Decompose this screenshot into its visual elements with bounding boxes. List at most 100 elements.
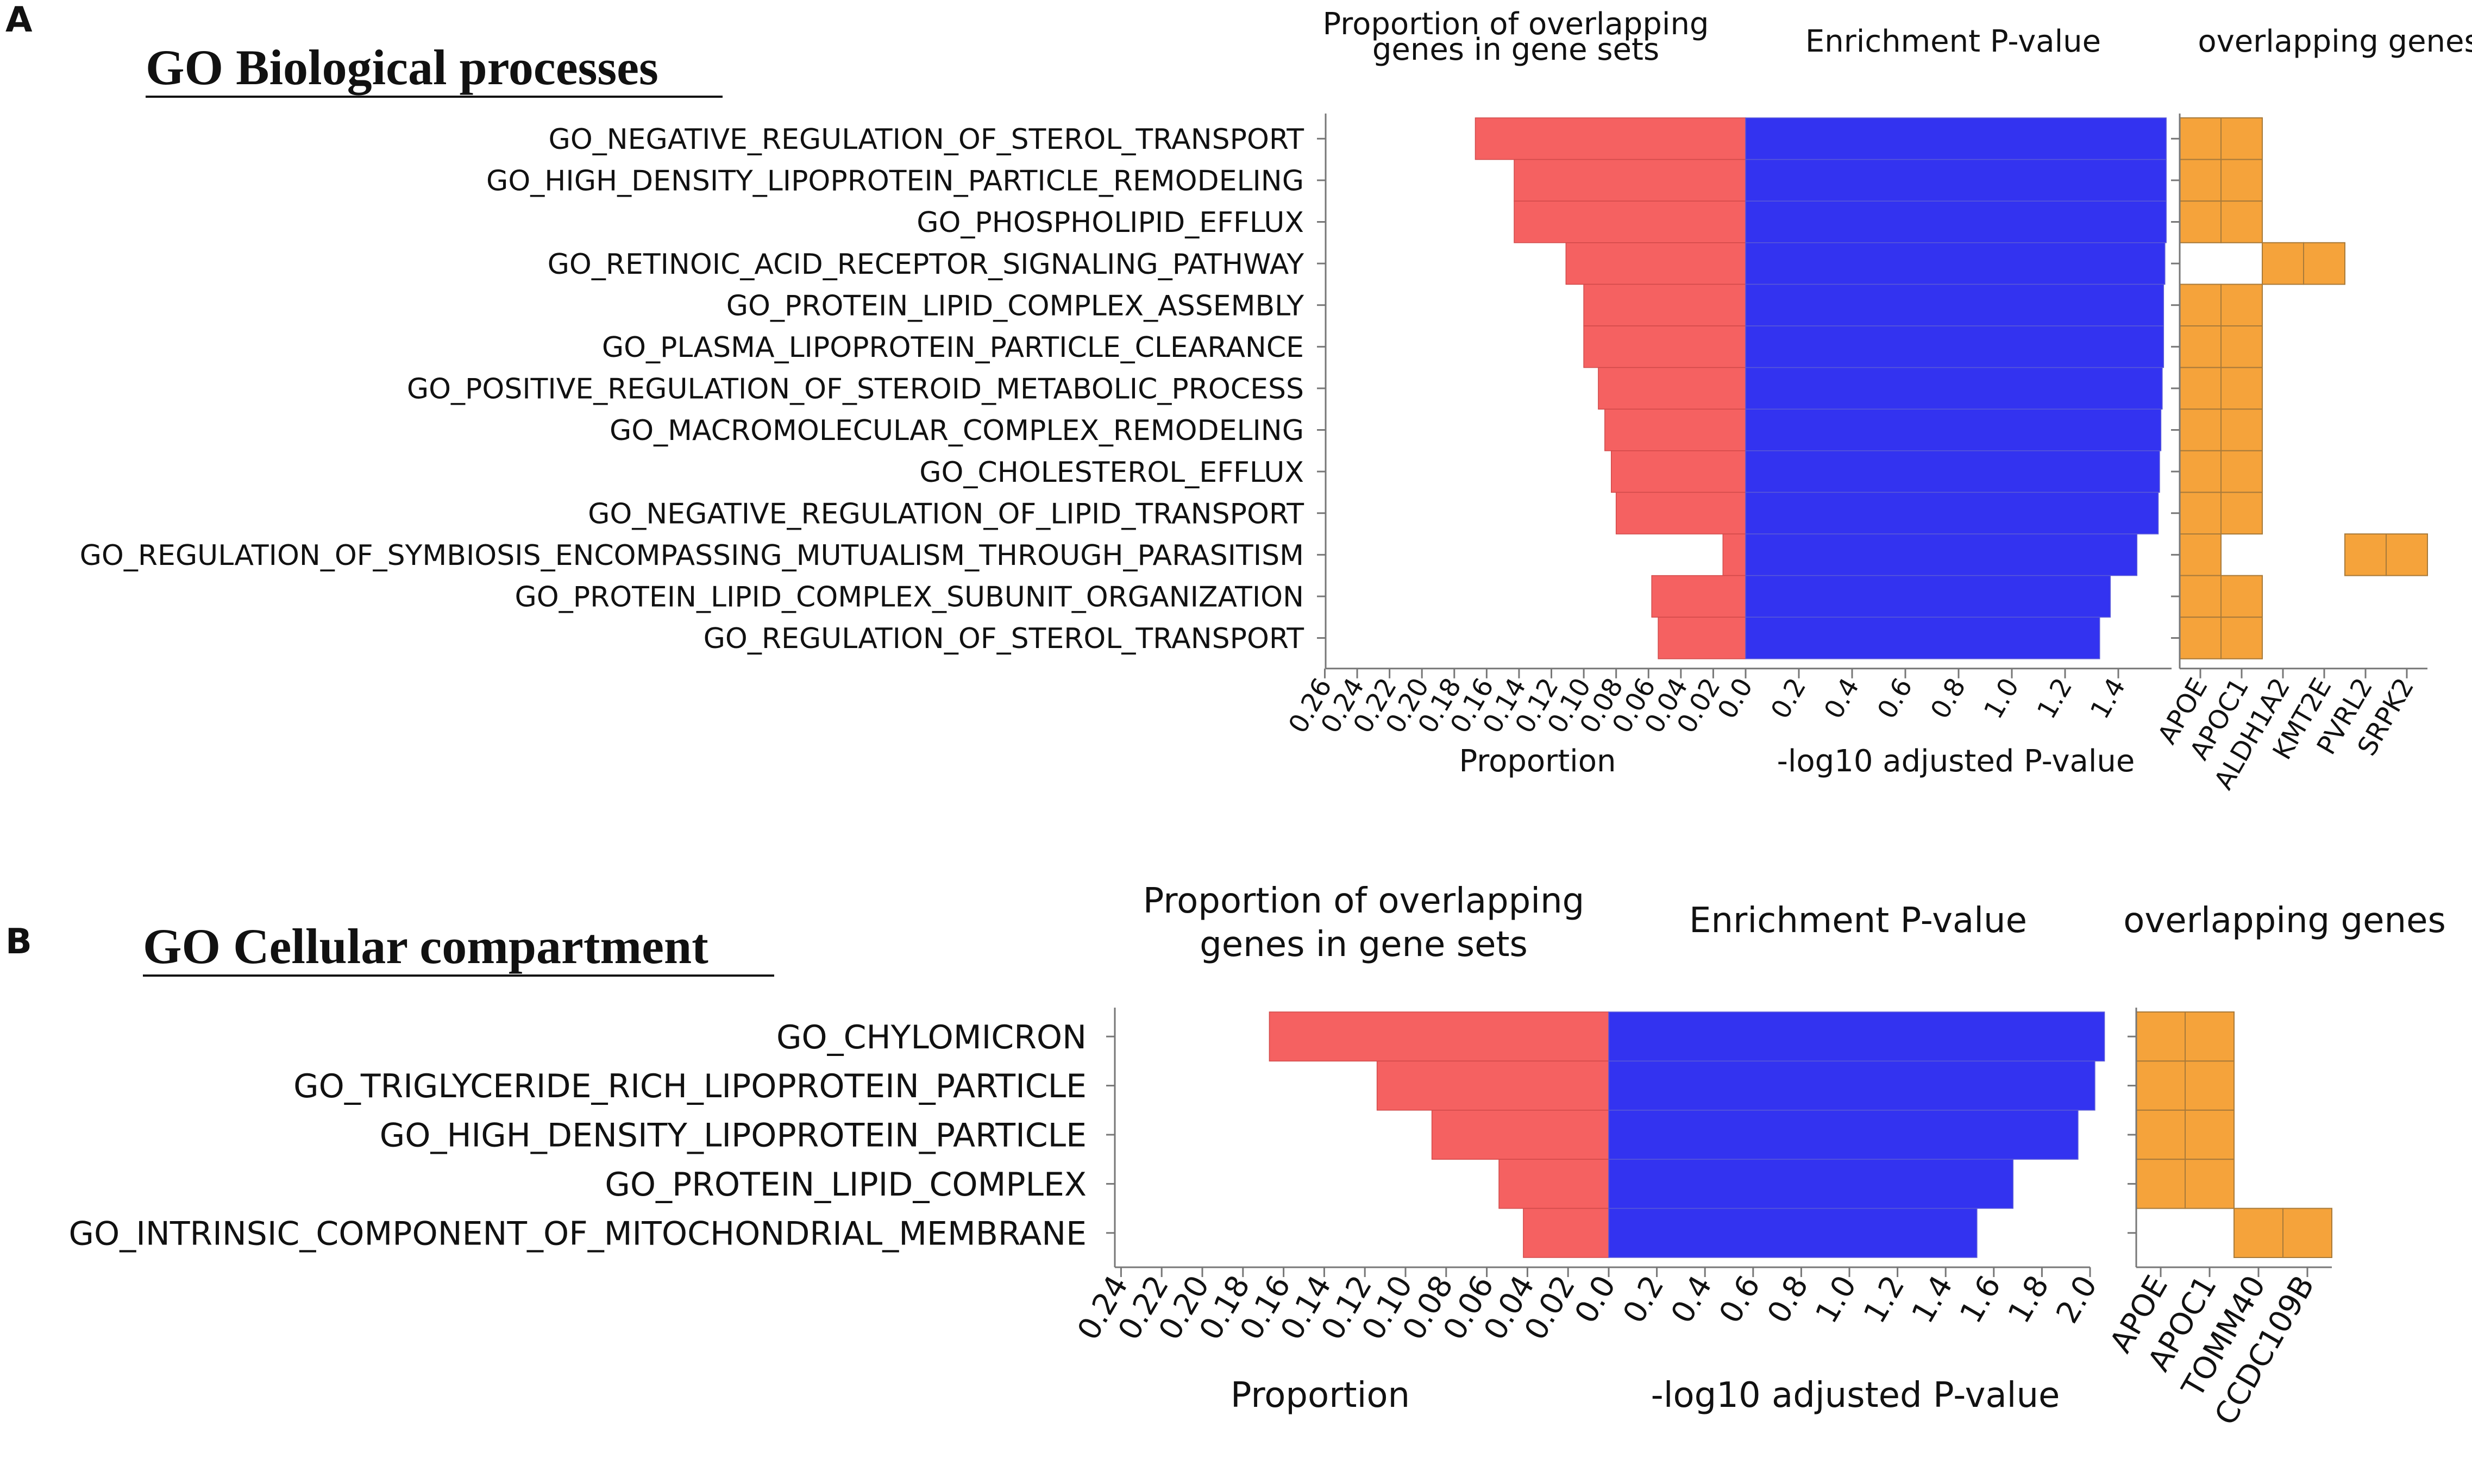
proportion-bar (1583, 284, 1746, 326)
proportion-axis-title: Proportion (1231, 1375, 1410, 1416)
gene-cell (2179, 200, 2222, 243)
gene-cell (2179, 284, 2222, 327)
pvalue-bar (1745, 117, 2167, 160)
gene-cell (2136, 1109, 2186, 1160)
gene-cell (2220, 200, 2263, 243)
gene-cell (2220, 367, 2263, 410)
panel-b-letter: B (5, 922, 32, 962)
pvalue-tick-label: 0.0 (1568, 1270, 1623, 1330)
pvalue-header: Enrichment P-value (1805, 24, 2101, 59)
gene-cell (2220, 450, 2263, 493)
panel-b-heading: GO Cellular compartment (143, 919, 708, 974)
proportion-header-line1: Proportion of overlapping (1143, 881, 1585, 921)
pvalue-bar (1745, 575, 2111, 618)
category-label: GO_PROTEIN_LIPID_COMPLEX_SUBUNIT_ORGANIZ… (515, 581, 1304, 614)
gene-cell (2179, 450, 2222, 493)
pvalue-header: Enrichment P-value (1689, 901, 2027, 941)
gene-cell (2136, 1011, 2186, 1062)
panel-a-heading: GO Biological processes (146, 40, 658, 95)
pvalue-tick-label: 0.6 (1712, 1270, 1767, 1330)
pvalue-tick-label: 0.2 (1765, 673, 1812, 724)
gene-cell (2185, 1109, 2235, 1160)
proportion-bar (1658, 617, 1746, 659)
pvalue-tick-label: 1.2 (2031, 673, 2079, 724)
category-label: GO_REGULATION_OF_SYMBIOSIS_ENCOMPASSING_… (80, 539, 1304, 572)
category-label: GO_HIGH_DENSITY_LIPOPROTEIN_PARTICLE_REM… (486, 165, 1304, 198)
pvalue-tick-label: 0.4 (1818, 673, 1866, 724)
gene-cell (2220, 617, 2263, 659)
gene-cell (2220, 284, 2263, 327)
gene-cell (2179, 117, 2222, 160)
proportion-bar (1498, 1159, 1609, 1209)
category-label: GO_NEGATIVE_REGULATION_OF_LIPID_TRANSPOR… (588, 498, 1304, 530)
pvalue-bar (1745, 200, 2167, 243)
pvalue-tick-label: 0.8 (1761, 1270, 1816, 1330)
panel-a-letter: A (5, 0, 33, 40)
pvalue-tick-label: 0.2 (1616, 1270, 1671, 1330)
gene-cell (2179, 492, 2222, 535)
gene-cell (2185, 1011, 2235, 1062)
gene-cell (2233, 1208, 2283, 1259)
category-label: GO_REGULATION_OF_STEROL_TRANSPORT (704, 622, 1304, 655)
proportion-bar (1376, 1060, 1609, 1111)
pvalue-tick-label: 1.6 (1953, 1270, 2008, 1330)
proportion-bar (1523, 1208, 1609, 1258)
pvalue-axis-title: -log10 adjusted P-value (1651, 1375, 2060, 1416)
gene-cell (2303, 242, 2345, 285)
pvalue-tick-label: 2.0 (2049, 1270, 2104, 1330)
pvalue-tick-label: 0.6 (1872, 673, 1919, 724)
pvalue-tick-label: 1.0 (1809, 1270, 1864, 1330)
gene-cell (2136, 1159, 2186, 1209)
category-label: GO_MACROMOLECULAR_COMPLEX_REMODELING (610, 414, 1304, 447)
pvalue-bar (1608, 1208, 1978, 1258)
category-label: GO_PHOSPHOLIPID_EFFLUX (917, 206, 1304, 239)
gene-cell (2179, 408, 2222, 451)
proportion-bar (1431, 1110, 1609, 1160)
proportion-header-line1: Proportion of overlapping (1323, 7, 1709, 42)
gene-cell (2185, 1060, 2235, 1111)
pvalue-tick-label: 1.4 (1905, 1270, 1960, 1330)
category-label: GO_TRIGLYCERIDE_RICH_LIPOPROTEIN_PARTICL… (293, 1067, 1087, 1105)
pvalue-tick-label: 0.0 (1712, 673, 1759, 724)
category-label: GO_CHOLESTEROL_EFFLUX (919, 456, 1304, 489)
category-label: GO_HIGH_DENSITY_LIPOPROTEIN_PARTICLE (380, 1117, 1087, 1155)
proportion-bar (1514, 159, 1746, 202)
proportion-header-line2: genes in gene sets (1372, 32, 1659, 67)
pvalue-bar (1745, 159, 2167, 202)
gene-cell (2179, 325, 2222, 368)
pvalue-bar (1608, 1011, 2105, 1062)
gene-cell (2179, 159, 2222, 202)
category-label: GO_PROTEIN_LIPID_COMPLEX (605, 1166, 1087, 1204)
pvalue-bar (1745, 617, 2100, 659)
proportion-bar (1269, 1011, 1609, 1062)
pvalue-axis-title: -log10 adjusted P-value (1777, 744, 2135, 779)
gene-cell (2220, 325, 2263, 368)
pvalue-tick-label: 1.2 (1857, 1270, 1912, 1330)
proportion-bar (1475, 117, 1746, 160)
gene-cell (2185, 1159, 2235, 1209)
proportion-bar (1583, 325, 1746, 368)
gene-cell (2179, 533, 2222, 576)
gene-cell (2136, 1060, 2186, 1111)
gene-cell (2220, 575, 2263, 618)
gene-cell (2179, 367, 2222, 410)
pvalue-bar (1745, 450, 2160, 493)
category-label: GO_PLASMA_LIPOPROTEIN_PARTICLE_CLEARANCE (602, 331, 1304, 364)
gene-cell (2344, 533, 2387, 576)
pvalue-bar (1745, 492, 2159, 535)
pvalue-bar (1608, 1159, 2013, 1209)
pvalue-tick-label: 0.4 (1665, 1270, 1720, 1330)
pvalue-bar (1745, 367, 2163, 410)
pvalue-bar (1608, 1110, 2079, 1160)
genes-header: overlapping genes (2123, 901, 2446, 941)
proportion-bar (1615, 492, 1746, 535)
category-label: GO_PROTEIN_LIPID_COMPLEX_ASSEMBLY (726, 290, 1304, 322)
proportion-header-line2: genes in gene sets (1200, 925, 1528, 965)
proportion-bar (1610, 450, 1746, 493)
gene-cell (2220, 492, 2263, 535)
gene-cell (2386, 533, 2428, 576)
pvalue-tick-label: 0.8 (1925, 673, 1972, 724)
